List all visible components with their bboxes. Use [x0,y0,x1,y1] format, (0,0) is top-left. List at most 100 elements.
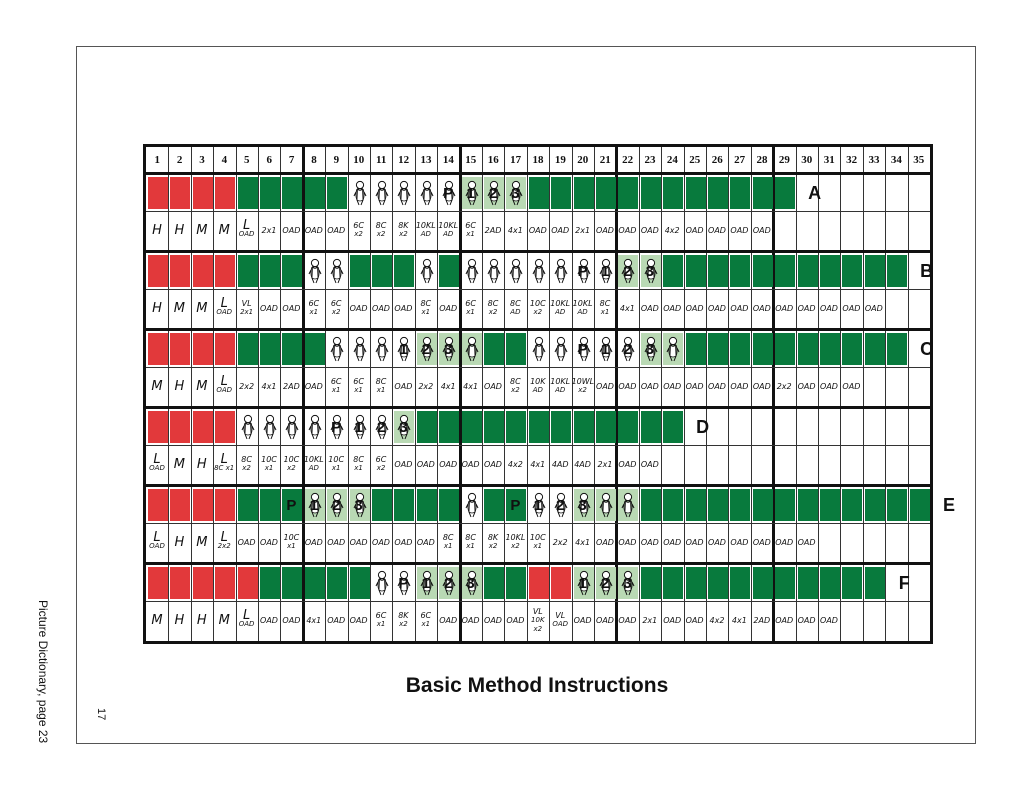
handwritten-note: M [151,378,163,394]
green-cell [797,255,818,287]
handwritten-note: OAD [685,381,704,391]
handwritten-note: OAD [730,303,749,313]
green-cell [887,489,908,521]
column-number: 5 [244,154,250,166]
column-number: 11 [375,154,387,166]
column-divider [661,147,663,641]
handwritten-note: 8C x2 [487,299,499,316]
row-divider [146,250,930,253]
handwritten-note: 6C x2 [375,455,387,472]
baby-icon [397,180,411,206]
column-divider [414,147,416,641]
baby-icon [353,336,367,362]
step-label: 1 [466,184,475,202]
baby-icon [666,336,680,362]
baby-cell [551,489,571,521]
handwritten-note: 10C x1 [328,455,345,472]
handwritten-note: VL 10K x2 [531,606,545,633]
column-number: 31 [823,154,835,166]
handwritten-note: OAD [708,537,726,547]
light-green-cell [596,489,616,521]
baby-cell [529,333,549,365]
handwritten-note: OAD [416,537,435,547]
column-number: 29 [778,154,790,166]
green-cell [439,489,460,521]
baby-icon [308,492,322,518]
handwritten-note: OAD [685,537,704,547]
handwritten-note: OAD [596,615,614,625]
handwritten-note: OAD [730,225,749,235]
column-number: 15 [465,154,477,166]
baby-icon [509,180,523,206]
green-cell [685,255,706,287]
handwritten-note: OAD [394,381,413,391]
column-number: 17 [510,154,522,166]
baby-icon [644,258,658,284]
handwritten-note: OAD [640,303,659,313]
row-letter: D [696,416,710,437]
column-divider [683,147,685,641]
handwritten-note: OAD [730,381,749,391]
baby-icon [308,258,322,284]
baby-icon [330,258,344,284]
green-cell [842,489,863,521]
step-label: 3 [645,340,654,358]
handwritten-note: OAD [416,459,435,469]
handwritten-note: VL 2x1 [240,299,254,316]
handwritten-note: OAD [797,303,816,313]
green-cell [708,567,728,599]
green-cell [260,177,280,209]
baby-icon [375,570,389,596]
green-cell [304,177,325,209]
handwritten-note: H [174,534,185,550]
column-number: 2 [176,154,183,166]
handwritten-note: 8C x1 [353,455,364,472]
handwritten-note: L 2x2 [217,530,231,550]
green-cell [327,567,348,599]
green-cell [797,567,818,599]
handwritten-note: 6C x1 [330,377,342,394]
handwritten-note: 2AD [484,225,502,235]
green-cell [864,333,885,365]
handwritten-note: H [174,378,185,394]
green-cell [663,489,684,521]
handwritten-note: 8C AD [510,299,521,316]
green-cell [842,255,863,287]
red-cell [148,177,168,209]
handwritten-note: L OAD [238,218,255,238]
red-cell [192,411,213,443]
handwritten-note: OAD [461,615,480,625]
light-green-cell [596,567,616,599]
handwritten-note: 10KL AD [572,299,593,316]
red-cell [170,255,191,287]
row-subdivider [146,211,930,212]
green-cell [506,411,527,443]
green-cell [304,567,325,599]
column-divider [526,147,528,641]
green-cell [372,489,392,521]
green-cell [820,255,840,287]
handwritten-note: OAD [282,225,301,235]
handwritten-note: OAD [663,615,682,625]
handwritten-note: OAD [573,615,592,625]
baby-icon [487,258,501,284]
light-green-cell [640,333,661,365]
baby-cell [417,177,437,209]
baby-icon [241,414,255,440]
handwritten-note: 10WL x2 [571,377,594,394]
green-cell [887,333,908,365]
baby-cell [394,333,414,365]
handwritten-note: 4x2 [709,615,725,625]
baby-cell [238,411,258,443]
handwritten-note: OAD [461,459,480,469]
red-cell [192,177,213,209]
step-label: 2 [332,496,341,514]
baby-icon [487,180,501,206]
baby-icon [599,258,613,284]
green-cell [730,489,751,521]
green-cell [775,567,796,599]
red-cell [551,567,572,599]
handwritten-note: OAD [752,303,771,313]
green-cell [797,489,818,521]
green-cell [640,177,661,209]
